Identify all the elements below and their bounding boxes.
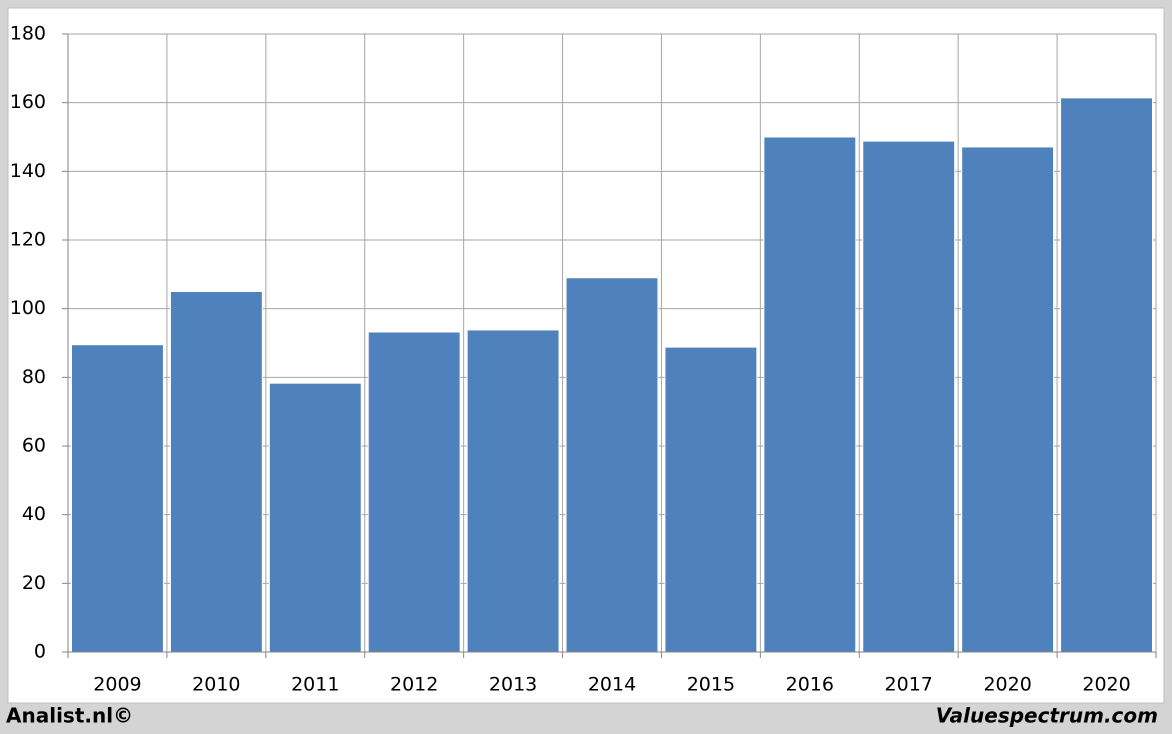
bar <box>71 344 164 653</box>
x-tick-label: 2009 <box>93 674 141 696</box>
x-tick-label: 2020 <box>983 674 1031 696</box>
y-tick-label: 60 <box>22 435 46 457</box>
bar <box>664 346 758 653</box>
x-tick-label: 2012 <box>390 674 438 696</box>
y-tick-label: 0 <box>34 641 46 663</box>
bar <box>961 146 1055 653</box>
bar <box>169 291 263 653</box>
bar <box>466 329 560 653</box>
x-tick-label: 2011 <box>291 674 339 696</box>
x-tick-label: 2017 <box>885 674 933 696</box>
y-tick-label: 40 <box>22 503 46 525</box>
y-tick-label: 120 <box>10 229 46 251</box>
footer-right: Valuespectrum.com <box>936 704 1158 728</box>
y-tick-label: 20 <box>22 572 46 594</box>
x-tick-label: 2010 <box>192 674 240 696</box>
bar <box>1060 97 1154 653</box>
bar <box>862 140 956 653</box>
y-tick-label: 140 <box>10 160 46 182</box>
y-tick-label: 160 <box>10 91 46 113</box>
y-tick-label: 100 <box>10 297 46 319</box>
bar <box>763 136 857 653</box>
x-tick-label: 2014 <box>588 674 636 696</box>
x-tick-label: 2015 <box>687 674 735 696</box>
bar <box>367 331 461 653</box>
y-tick-label: 180 <box>10 23 46 45</box>
x-tick-label: 2016 <box>786 674 834 696</box>
bar <box>268 382 362 653</box>
footer-left: Analist.nl© <box>6 704 133 728</box>
bar <box>565 277 659 653</box>
y-tick-label: 80 <box>22 366 46 388</box>
x-tick-label: 2013 <box>489 674 537 696</box>
x-tick-label: 2020 <box>1082 674 1130 696</box>
